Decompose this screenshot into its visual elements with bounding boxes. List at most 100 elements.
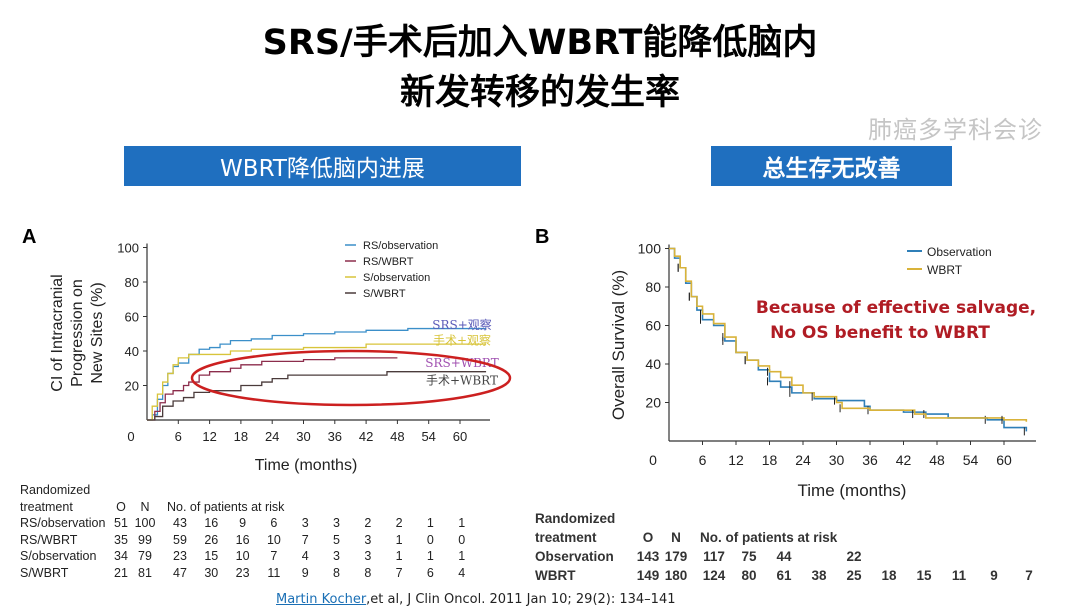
row-name: S/observation	[20, 549, 97, 563]
y-tick-label: 60	[125, 310, 139, 325]
risk-count: 1	[426, 516, 434, 530]
risk-count: 0	[458, 532, 466, 547]
risk-count: 75	[741, 549, 757, 564]
row-n: 180	[664, 568, 688, 583]
risk-count: 22	[846, 549, 862, 564]
risk-count: 5	[333, 532, 340, 547]
x-tick-label: 24	[265, 429, 279, 444]
risk-count: 11	[267, 565, 281, 580]
row-name: Observation	[535, 549, 614, 564]
chart-a: A CI of Intracranial Progression on New …	[22, 226, 512, 474]
risk-count: 10	[235, 549, 250, 563]
y-axis-label-line: New Sites (%)	[89, 282, 106, 383]
row-o: 143	[636, 549, 660, 564]
risk-count: 43	[173, 516, 187, 530]
risk-count: 7	[270, 549, 278, 563]
risk-count: 7	[395, 565, 403, 580]
risk-count: 6	[426, 565, 434, 580]
citation: Martin Kocher,et al, J Clin Oncol. 2011 …	[276, 592, 676, 607]
x-tick-label: 36	[862, 452, 878, 468]
risk-count: 2	[395, 516, 403, 530]
risk-count: 25	[846, 568, 862, 583]
y-tick-label: 100	[638, 241, 662, 257]
y-tick-label: 40	[125, 344, 139, 359]
risk-count: 15	[916, 568, 932, 583]
x-axis-label-a: Time (months)	[255, 457, 358, 474]
x-tick-label: 42	[896, 452, 912, 468]
legend-label: WBRT	[927, 263, 963, 277]
column-header-risk: No. of patients at risk	[700, 530, 838, 545]
citation-author-link[interactable]: Martin Kocher	[276, 592, 367, 607]
risk-count: 1	[395, 532, 403, 547]
row-name: RS/observation	[20, 516, 106, 530]
risk-count: 26	[204, 532, 219, 547]
risk-count: 38	[811, 568, 827, 583]
y-axis-label-b: Overall Survival (%)	[609, 270, 628, 420]
x-tick-label: 0	[127, 429, 134, 444]
x-tick-label: 30	[829, 452, 845, 468]
row-name: WBRT	[535, 568, 576, 583]
x-tick-label: 60	[453, 429, 467, 444]
row-n: 100	[134, 516, 156, 530]
citation-text: ,et al, J Clin Oncol. 2011 Jan 10; 29(2)…	[366, 592, 676, 607]
x-tick-label: 48	[929, 452, 945, 468]
risk-count: 0	[426, 532, 434, 547]
risk-count: 16	[235, 532, 250, 547]
y-axis-label-line: CI of Intracranial	[49, 274, 66, 391]
risk-count: 30	[204, 565, 219, 580]
x-tick-label: 54	[421, 429, 435, 444]
legend-label: Observation	[927, 245, 992, 259]
risk-count: 7	[1025, 568, 1033, 583]
risk-count: 7	[301, 532, 309, 547]
y-tick-label: 20	[125, 379, 139, 394]
table-header: Randomized	[20, 483, 91, 497]
risk-count: 16	[204, 516, 219, 530]
y-tick-label: 100	[117, 241, 139, 256]
risk-count: 47	[173, 565, 187, 580]
x-tick-label: 30	[296, 429, 310, 444]
risk-count: 3	[301, 516, 309, 530]
y-axis-label-line: Progression on	[69, 279, 86, 387]
highlight-ellipse	[190, 349, 512, 407]
chart-b: B Overall Survival (%) Time (months) Obs…	[535, 226, 1036, 500]
risk-count: 117	[703, 549, 725, 564]
risk-count: 61	[776, 568, 792, 583]
series-line-rs-wbrt	[147, 357, 398, 421]
x-tick-label: 42	[359, 429, 373, 444]
legend-label: RS/WBRT	[363, 256, 414, 268]
risk-count: 4	[458, 565, 466, 580]
risk-count: 8	[364, 565, 372, 580]
series-line-s-observation	[147, 343, 487, 421]
risk-count: 9	[301, 565, 309, 580]
risk-count: 1	[426, 549, 434, 563]
risk-count: 15	[204, 549, 219, 563]
watermark: 肺癌多学科会诊	[868, 116, 1043, 144]
risk-count: 3	[364, 532, 372, 547]
column-header-n: N	[140, 499, 150, 514]
y-tick-label: 60	[645, 318, 661, 334]
legend-label: RS/observation	[363, 240, 438, 252]
row-n: 81	[138, 565, 152, 580]
x-tick-label: 24	[795, 452, 811, 468]
column-header-risk: No. of patients at risk	[167, 499, 285, 514]
y-tick-label: 20	[645, 395, 661, 411]
risk-count: 1	[458, 516, 466, 530]
slide-title-line2: 新发转移的发生率	[399, 73, 680, 113]
y-tick-label: 40	[645, 356, 661, 372]
x-tick-label: 6	[699, 452, 707, 468]
series-line-wbrt	[669, 247, 1028, 422]
y-tick-label: 80	[645, 279, 661, 295]
x-tick-label: 54	[963, 452, 979, 468]
row-n: 99	[138, 532, 152, 547]
row-o: 21	[114, 565, 128, 580]
banner-left: WBRT降低脑内进展	[124, 146, 521, 186]
row-o: 35	[114, 532, 128, 547]
row-n: 179	[664, 549, 688, 564]
column-header-o: O	[642, 530, 654, 545]
x-tick-label: 60	[996, 452, 1012, 468]
x-tick-label: 0	[649, 452, 657, 468]
risk-count: 9	[239, 516, 247, 530]
row-name: S/WBRT	[20, 565, 69, 580]
risk-count: 23	[173, 549, 187, 563]
risk-count: 59	[173, 532, 187, 547]
